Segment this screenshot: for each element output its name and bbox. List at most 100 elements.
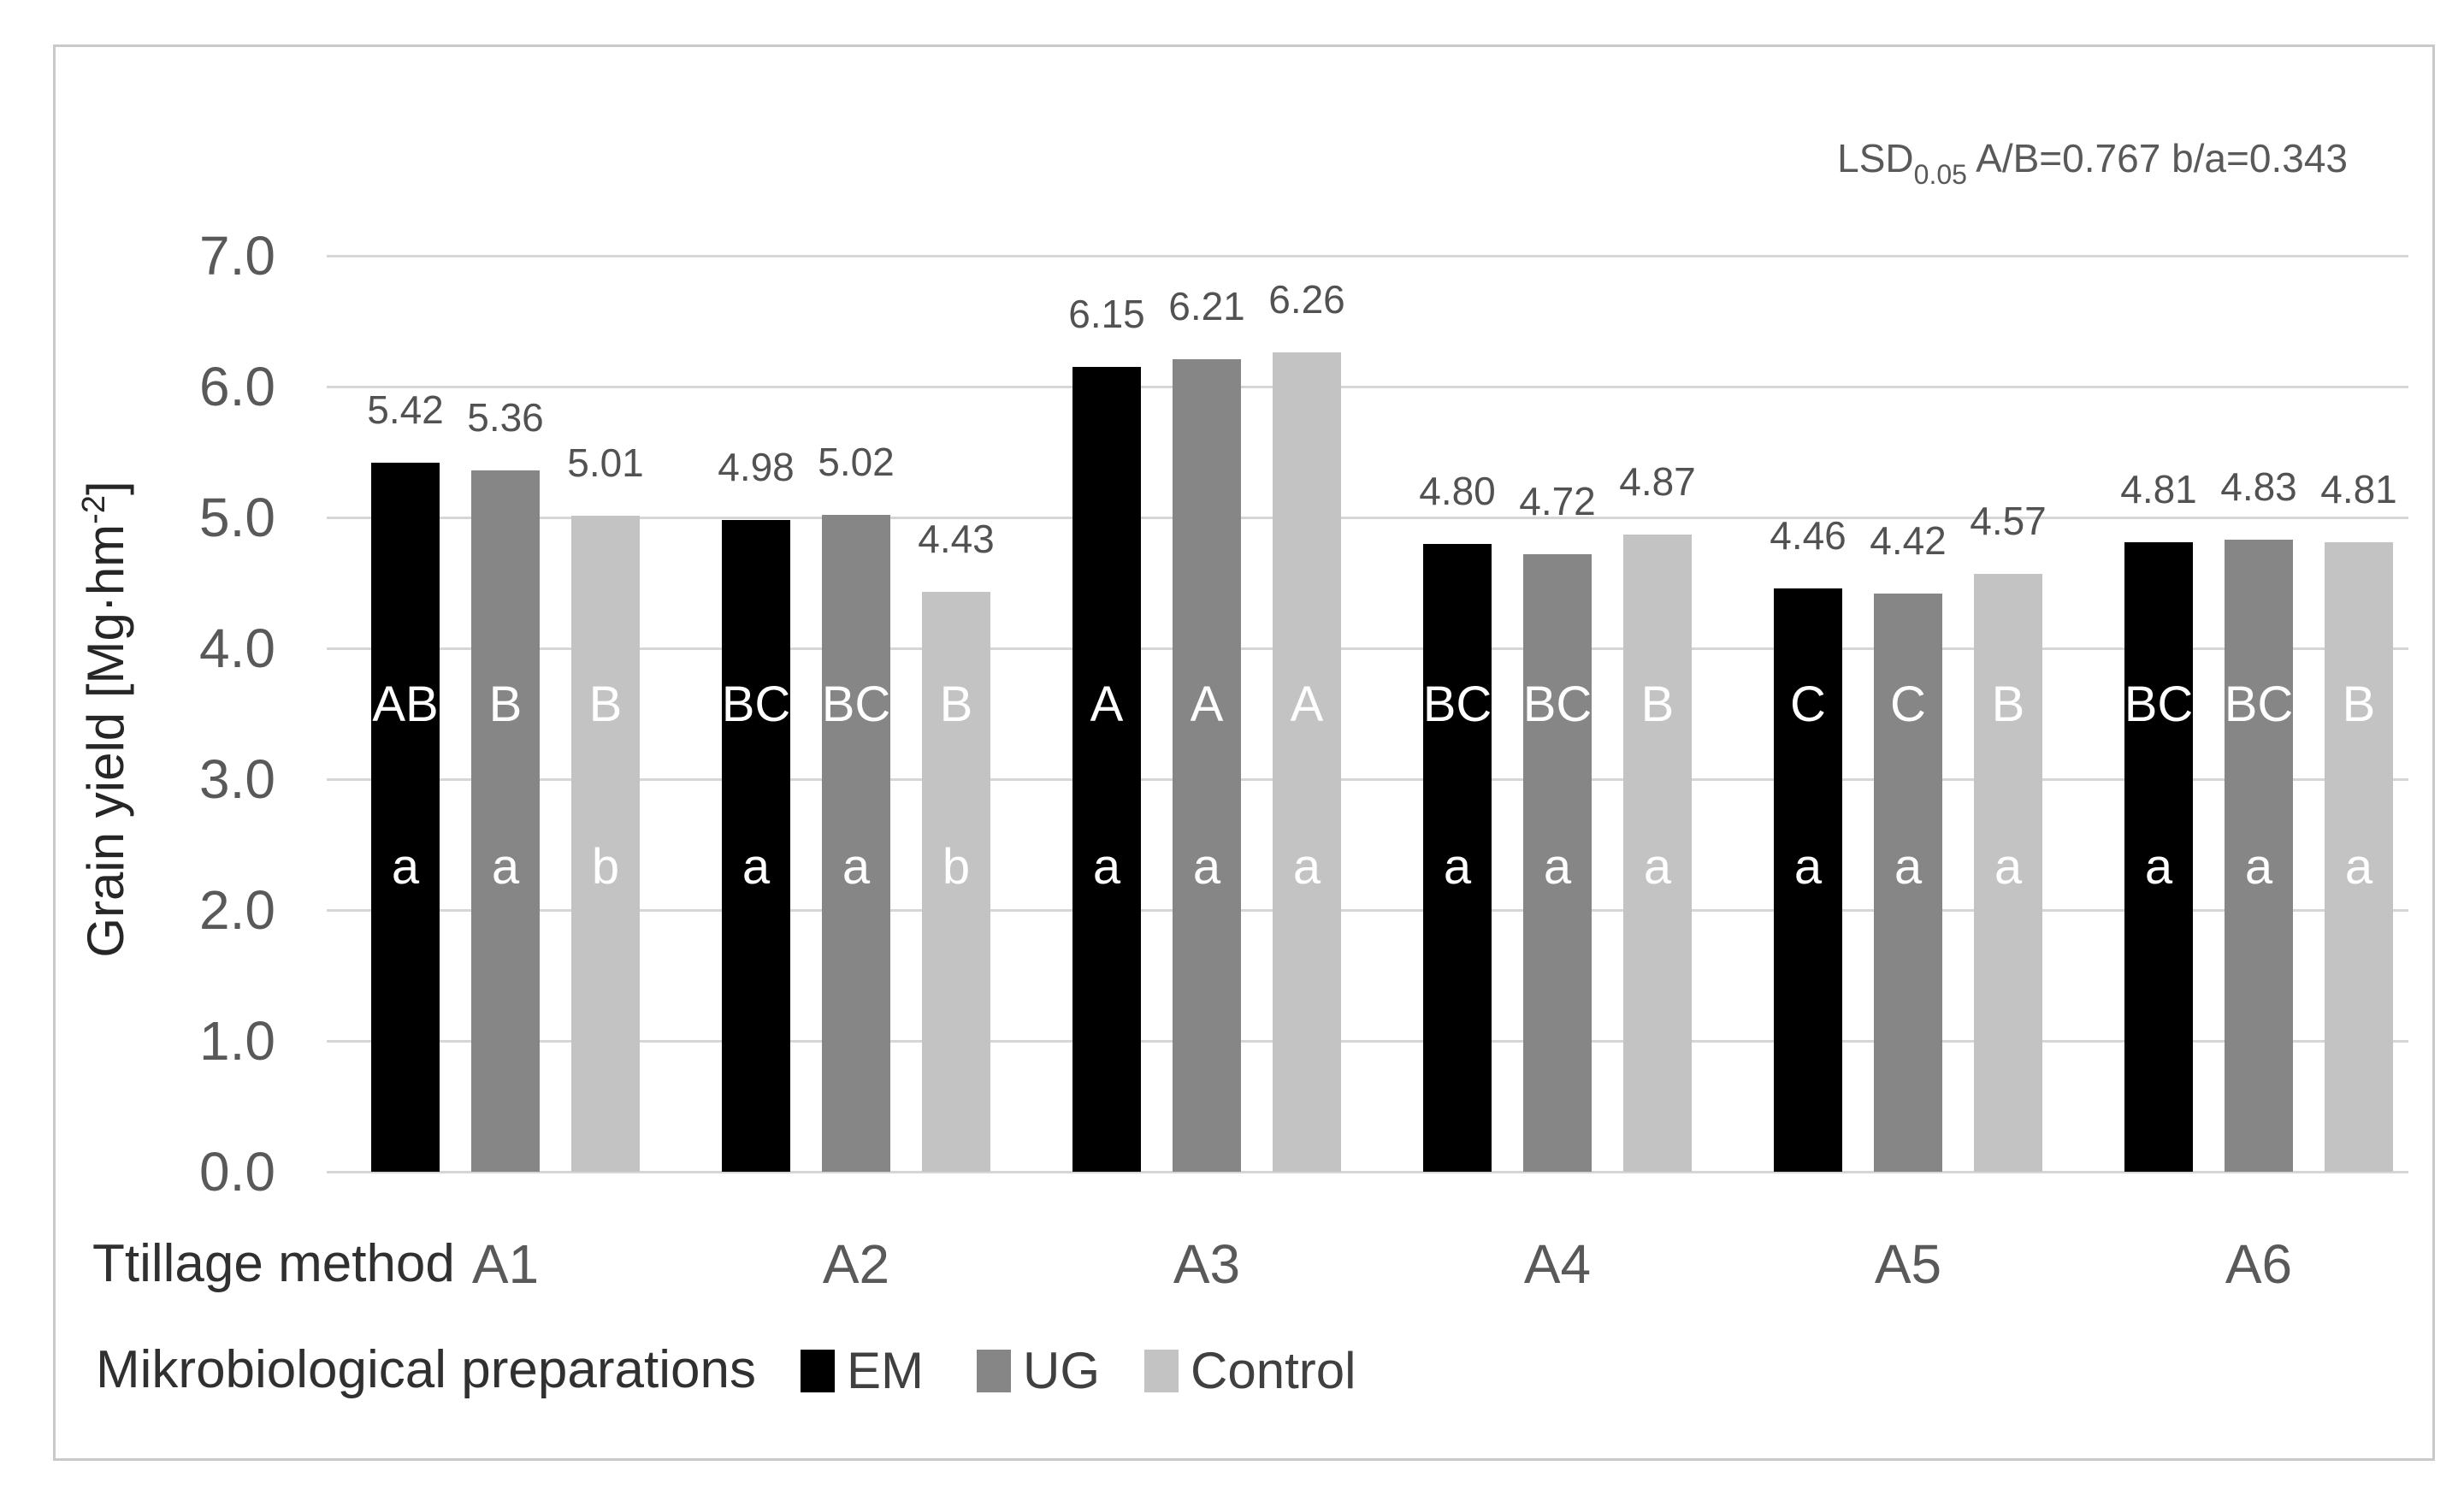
y-tick-label-3.0: 3.0 xyxy=(199,748,275,810)
y-tick-label-2.0: 2.0 xyxy=(199,879,275,941)
category-label-A6: A6 xyxy=(2225,1233,2293,1295)
bar-upper-letter-EM-A2: BC xyxy=(721,677,791,732)
bar-value-EM-A6: 4.81 xyxy=(2120,467,2197,511)
gridline-6.0 xyxy=(327,386,2408,388)
bar-value-EM-A3: 6.15 xyxy=(1068,292,1145,336)
gridline-7.0 xyxy=(327,255,2408,257)
bar-lower-letter-UG-A2: a xyxy=(842,839,871,895)
legend-caption: Mikrobiological preparations xyxy=(96,1340,756,1399)
bar-value-EM-A5: 4.46 xyxy=(1770,513,1847,558)
bar-upper-letter-EM-A5: C xyxy=(1790,677,1826,732)
bar-upper-letter-UG-A4: BC xyxy=(1522,677,1592,732)
bar-upper-letter-UG-A5: C xyxy=(1890,677,1926,732)
gridline-5.0 xyxy=(327,517,2408,519)
gridline-0.0 xyxy=(327,1171,2408,1173)
lsd-annotation-values: A/B=0.767 b/a=0.343 xyxy=(1966,136,2348,180)
bar-value-Control-A3: 6.26 xyxy=(1268,277,1345,322)
bar-upper-letter-Control-A3: A xyxy=(1290,677,1324,732)
bar-lower-letter-EM-A2: a xyxy=(742,839,771,895)
y-tick-label-4.0: 4.0 xyxy=(199,618,275,679)
bar-value-Control-A4: 4.87 xyxy=(1619,459,1696,504)
gridline-3.0 xyxy=(327,778,2408,781)
bar-lower-letter-Control-A2: b xyxy=(942,839,971,895)
bar-upper-letter-Control-A2: B xyxy=(939,677,973,732)
bar-EM-A6 xyxy=(2124,542,2193,1172)
y-tick-label-7.0: 7.0 xyxy=(199,225,275,287)
bar-lower-letter-Control-A4: a xyxy=(1643,839,1672,895)
bar-value-EM-A2: 4.98 xyxy=(718,445,795,489)
bar-lower-letter-Control-A3: a xyxy=(1292,839,1321,895)
x-axis-title: Ttillage method xyxy=(92,1234,455,1293)
bar-lower-letter-UG-A6: a xyxy=(2244,839,2273,895)
bar-lower-letter-UG-A1: a xyxy=(491,839,520,895)
gridline-4.0 xyxy=(327,647,2408,650)
category-label-A2: A2 xyxy=(822,1233,890,1295)
bar-value-UG-A3: 6.21 xyxy=(1168,284,1245,328)
bar-value-UG-A5: 4.42 xyxy=(1870,518,1947,563)
bar-Control-A2 xyxy=(922,592,990,1172)
legend-label-EM: EM xyxy=(847,1342,924,1399)
bar-value-Control-A5: 4.57 xyxy=(1970,499,2047,543)
legend-swatch-UG xyxy=(977,1350,1011,1392)
bar-lower-letter-Control-A5: a xyxy=(1994,839,2023,895)
legend-item-Control: Control xyxy=(1144,1344,1356,1398)
bar-value-UG-A1: 5.36 xyxy=(467,395,544,440)
bar-lower-letter-EM-A1: a xyxy=(391,839,420,895)
legend-swatch-Control xyxy=(1144,1350,1179,1392)
bar-EM-A3 xyxy=(1072,367,1141,1172)
category-label-A5: A5 xyxy=(1874,1233,1942,1295)
bar-EM-A2 xyxy=(722,520,790,1172)
bar-Control-A6 xyxy=(2325,542,2393,1172)
bar-EM-A4 xyxy=(1423,544,1492,1172)
y-tick-label-1.0: 1.0 xyxy=(199,1010,275,1072)
bar-UG-A4 xyxy=(1523,554,1592,1172)
bar-upper-letter-EM-A4: BC xyxy=(1422,677,1492,732)
y-tick-label-0.0: 0.0 xyxy=(199,1141,275,1203)
bar-UG-A5 xyxy=(1874,594,1942,1172)
bar-upper-letter-Control-A1: B xyxy=(588,677,623,732)
lsd-annotation-prefix: LSD xyxy=(1837,136,1914,180)
legend-item-UG: UG xyxy=(977,1344,1100,1398)
bar-Control-A3 xyxy=(1273,352,1341,1172)
legend-label-UG: UG xyxy=(1023,1342,1100,1399)
lsd-annotation: LSD0.05 A/B=0.767 b/a=0.343 xyxy=(1837,135,2348,191)
bar-value-UG-A6: 4.83 xyxy=(2220,464,2297,509)
bar-UG-A2 xyxy=(822,515,890,1172)
bar-upper-letter-EM-A3: A xyxy=(1090,677,1124,732)
bar-upper-letter-Control-A4: B xyxy=(1640,677,1675,732)
bar-UG-A6 xyxy=(2225,540,2293,1172)
bar-lower-letter-EM-A5: a xyxy=(1793,839,1823,895)
bar-UG-A3 xyxy=(1173,359,1241,1172)
bar-Control-A5 xyxy=(1974,574,2042,1172)
legend-label-Control: Control xyxy=(1191,1342,1356,1399)
bar-lower-letter-Control-A1: b xyxy=(591,839,620,895)
bar-upper-letter-EM-A1: AB xyxy=(372,677,439,732)
category-label-A4: A4 xyxy=(1523,1233,1592,1295)
bar-lower-letter-UG-A5: a xyxy=(1894,839,1923,895)
y-tick-label-5.0: 5.0 xyxy=(199,487,275,548)
bar-value-Control-A2: 4.43 xyxy=(918,517,995,561)
legend-item-EM: EM xyxy=(801,1344,924,1398)
bar-upper-letter-Control-A6: B xyxy=(2342,677,2376,732)
bar-EM-A1 xyxy=(371,463,440,1172)
bar-lower-letter-EM-A6: a xyxy=(2144,839,2173,895)
category-label-A1: A1 xyxy=(471,1233,540,1295)
bar-value-Control-A6: 4.81 xyxy=(2320,467,2397,511)
lsd-annotation-subscript: 0.05 xyxy=(1913,159,1967,190)
bar-lower-letter-UG-A3: a xyxy=(1192,839,1221,895)
bar-lower-letter-EM-A4: a xyxy=(1443,839,1472,895)
bar-value-UG-A2: 5.02 xyxy=(818,440,895,484)
bar-EM-A5 xyxy=(1774,588,1842,1172)
bar-upper-letter-UG-A6: BC xyxy=(2224,677,2294,732)
bar-upper-letter-UG-A2: BC xyxy=(821,677,891,732)
bar-value-UG-A4: 4.72 xyxy=(1519,479,1596,523)
bar-UG-A1 xyxy=(471,470,540,1172)
bar-value-EM-A1: 5.42 xyxy=(367,387,444,432)
bar-Control-A1 xyxy=(571,516,640,1172)
bar-upper-letter-EM-A6: BC xyxy=(2124,677,2194,732)
bar-lower-letter-EM-A3: a xyxy=(1092,839,1121,895)
y-tick-label-6.0: 6.0 xyxy=(199,356,275,417)
bar-upper-letter-UG-A1: B xyxy=(488,677,523,732)
gridline-1.0 xyxy=(327,1040,2408,1043)
